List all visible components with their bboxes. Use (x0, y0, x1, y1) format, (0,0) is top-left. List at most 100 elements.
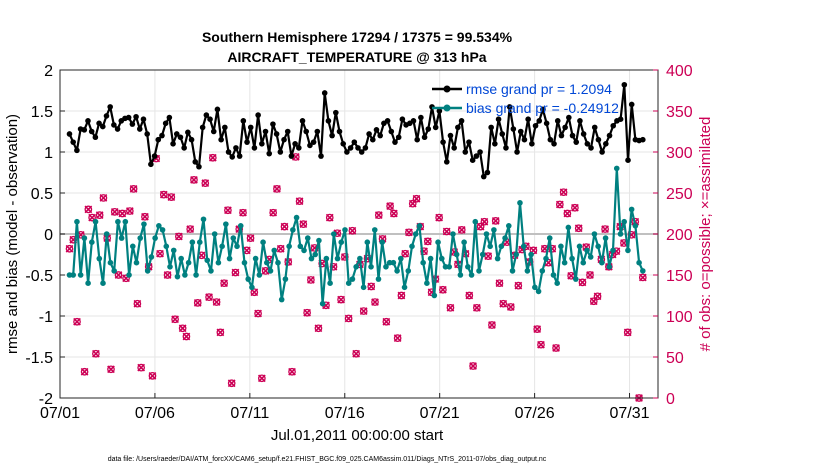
bias-point-84 (379, 239, 386, 245)
bias-point-97 (427, 255, 434, 262)
bias-point-114 (491, 227, 497, 233)
bias-point-46 (237, 223, 244, 229)
y-axis-right-ticks: 0 50 100 150 200 250 300 350 400 (653, 63, 693, 408)
obs-assimilated-point-115 (499, 299, 508, 308)
bias-point-109 (472, 218, 479, 225)
rmse-point-70 (325, 118, 332, 124)
rmse-point-120 (510, 126, 517, 132)
obs-possible-point-69 (325, 213, 334, 222)
bias-point-124 (528, 251, 534, 258)
bias-point-139 (584, 247, 590, 254)
bias-point-82 (371, 227, 378, 233)
obs-possible-point-22 (148, 372, 157, 380)
bias-point-45 (234, 243, 240, 250)
obs-assimilated-point-37 (205, 293, 213, 302)
obs-possible-point-13 (114, 271, 123, 279)
rmse-point-127 (536, 118, 543, 124)
obs-assimilated-point-25 (159, 190, 168, 199)
rmse-point-72 (333, 109, 339, 116)
obs-possible-point-63 (303, 308, 311, 317)
obs-possible-point-11 (107, 365, 115, 374)
obs-assimilated-point-18 (133, 299, 142, 308)
obs-assimilated-point-81 (371, 298, 379, 306)
y-left-tick-label-6: 1 (44, 145, 53, 162)
bias-series (66, 165, 646, 307)
bias-point-27 (167, 264, 173, 270)
rmse-point-57 (277, 149, 284, 155)
obs-assimilated-point-138 (586, 271, 594, 279)
obs-assimilated-point-46 (239, 208, 247, 217)
rmse-point-142 (591, 124, 598, 131)
bias-point-140 (587, 254, 594, 260)
obs-possible-point-19 (137, 363, 146, 372)
rmse-point-12 (111, 122, 117, 128)
rmse-point-73 (336, 128, 343, 135)
bias-point-44 (230, 235, 237, 241)
rmse-point-135 (566, 114, 572, 121)
obs-assimilated-point-52 (261, 267, 270, 275)
rmse-point-147 (610, 122, 617, 129)
rmse-point-53 (262, 128, 269, 135)
bias-point-32 (185, 259, 192, 266)
rmse-point-54 (266, 150, 273, 157)
y-left-tick-label-3: -0.5 (25, 268, 53, 285)
rmse-point-9 (99, 123, 106, 130)
obs-possible-point-131 (559, 188, 568, 197)
bias-point-125 (532, 284, 538, 291)
rmse-point-129 (543, 120, 550, 127)
obs-possible-point-114 (495, 279, 504, 288)
obs-possible-point-130 (555, 200, 564, 209)
bias-point-122 (520, 243, 527, 250)
bias-point-77 (353, 264, 359, 270)
obs-possible-point-48 (246, 234, 255, 242)
obs-possible-point-49 (250, 288, 259, 297)
obs-assimilated-point-31 (182, 332, 191, 341)
bias-point-64 (304, 235, 311, 241)
obs-assimilated-point-61 (295, 197, 304, 206)
bias-point-120 (513, 251, 520, 258)
obs-possible-point-16 (125, 207, 134, 215)
rmse-point-89 (395, 134, 402, 141)
obs-possible-point-72 (337, 295, 345, 304)
obs-possible-point-136 (578, 278, 587, 287)
rmse-point-90 (399, 116, 406, 122)
rmse-point-11 (107, 104, 113, 110)
bias-point-13 (115, 218, 121, 225)
obs-possible-point-119 (514, 281, 523, 290)
bias-point-72 (334, 255, 341, 262)
bias-point-11 (107, 259, 114, 266)
bias-point-123 (524, 268, 531, 274)
x-tick-label-5: 07/26 (515, 405, 555, 422)
obs-assimilated-point-119 (514, 281, 523, 290)
bias-point-10 (103, 231, 110, 237)
bias-point-17 (129, 243, 136, 250)
rmse-point-107 (462, 149, 469, 155)
rmse-point-5 (85, 118, 91, 124)
obs-assimilated-point-36 (201, 179, 210, 188)
obs-assimilated-point-85 (386, 202, 394, 210)
rmse-point-51 (255, 112, 261, 118)
bias-point-93 (412, 231, 419, 237)
rmse-point-41 (218, 136, 224, 143)
rmse-point-105 (455, 124, 461, 131)
bias-point-134 (565, 224, 572, 231)
obs-assimilated-point-140 (593, 292, 602, 301)
obs-possible-point-86 (390, 209, 398, 218)
obs-assimilated-point-110 (480, 217, 489, 226)
bias-point-85 (383, 264, 389, 270)
obs-possible-point-7 (92, 349, 100, 358)
rmse-point-95 (418, 114, 424, 121)
obs-assimilated-point-130 (555, 200, 564, 209)
obs-assimilated-point-80 (367, 282, 376, 291)
bias-point-8 (96, 255, 103, 262)
bias-point-141 (591, 231, 598, 237)
rmse-point-7 (92, 134, 99, 141)
bias-point-59 (286, 243, 292, 250)
rmse-point-126 (532, 122, 539, 129)
rmse-point-106 (458, 118, 465, 124)
rmse-point-77 (351, 139, 358, 145)
rmse-point-48 (244, 139, 250, 145)
y-right-tick-label-1: 50 (666, 350, 684, 367)
rmse-point-108 (466, 139, 472, 145)
